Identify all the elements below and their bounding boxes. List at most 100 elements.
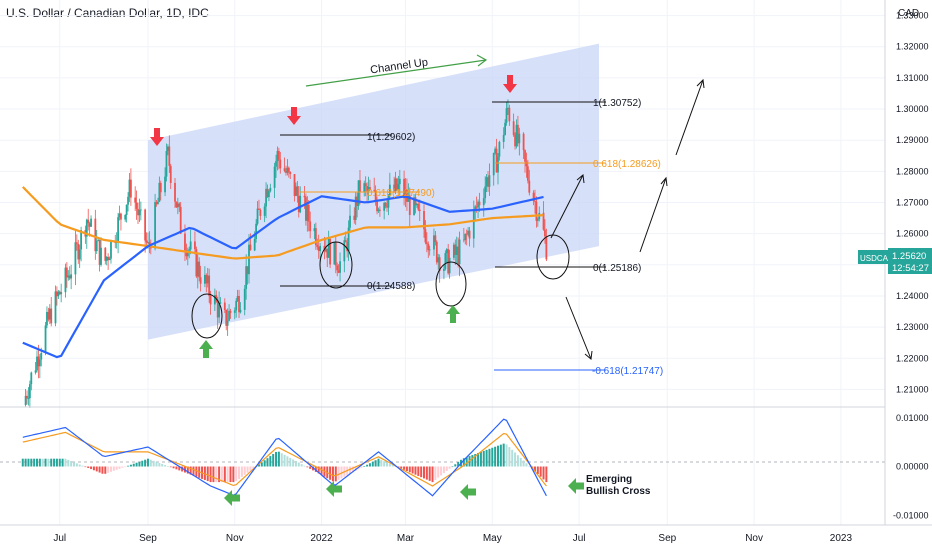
candle: [249, 233, 252, 251]
macd-hist-bar: [35, 458, 38, 467]
macd-hist-bar: [354, 466, 357, 471]
red-down-arrows: [150, 75, 517, 146]
candle: [196, 254, 199, 289]
macd-hist-bar: [283, 454, 286, 467]
macd-hist-bar: [303, 465, 306, 467]
candle: [438, 254, 441, 283]
macd-hist-bar: [67, 459, 70, 467]
candle: [48, 304, 51, 324]
arrow-left-icon: [326, 481, 342, 497]
candle: [414, 193, 417, 214]
candle: [393, 176, 396, 193]
macd-hist-bar: [425, 466, 428, 480]
candle: [67, 270, 70, 281]
candle: [148, 231, 151, 254]
macd-hist-bar: [391, 464, 394, 467]
candle: [433, 228, 435, 256]
candle: [386, 199, 388, 212]
time-tick: 2023: [830, 533, 853, 544]
macd-hist-bar: [27, 458, 30, 467]
candle: [522, 132, 525, 159]
candle: [482, 188, 485, 217]
price-tick: 1.21000: [896, 384, 929, 394]
macd-hist-bar: [437, 466, 440, 478]
candle: [293, 174, 296, 202]
candle: [179, 201, 182, 235]
candle: [454, 239, 457, 265]
candle: [199, 265, 202, 292]
candle: [75, 234, 78, 251]
macd-hist-bar: [405, 466, 408, 472]
macd-hist-bar: [280, 453, 283, 467]
candle: [130, 168, 132, 206]
macd-hist-bar: [235, 466, 238, 482]
macd-hist-bar: [445, 466, 448, 471]
macd-hist-bar: [414, 466, 417, 475]
candle: [497, 152, 499, 185]
candle: [343, 236, 346, 273]
candle: [424, 220, 427, 245]
candle: [336, 262, 339, 277]
macd-hist-bar: [30, 458, 33, 467]
arrow-left-icon: [568, 478, 584, 494]
macd-hist-bar: [431, 466, 434, 483]
candle: [263, 203, 266, 223]
macd-hist-bar: [81, 465, 84, 467]
arrow-down-icon: [287, 107, 301, 125]
macd-hist-bar: [246, 466, 249, 473]
macd-hist-bar: [260, 462, 263, 467]
candle: [396, 177, 398, 192]
candle: [228, 304, 230, 322]
macd-line: [22, 418, 547, 497]
macd-hist-bar: [72, 462, 75, 467]
candle: [127, 192, 129, 212]
candle: [77, 239, 80, 264]
macd-hist-bar: [494, 446, 497, 467]
candle: [289, 171, 292, 180]
candle: [526, 159, 529, 184]
macd-hist-bar: [135, 462, 138, 467]
candle: [54, 285, 57, 327]
macd-tick: 0.01000: [896, 413, 929, 423]
candle: [317, 234, 320, 259]
macd-hist-bar: [491, 447, 494, 467]
candle: [377, 207, 380, 214]
candle: [219, 297, 222, 305]
ticker-label: USDCAD: [860, 254, 894, 263]
candle: [492, 152, 495, 186]
macd-hist-bar: [189, 466, 192, 475]
candle: [485, 174, 488, 193]
time-tick: Mar: [397, 533, 415, 544]
macd-hist-bar: [98, 466, 101, 473]
macd-hist-bar: [340, 466, 343, 479]
candle: [448, 249, 451, 279]
macd-hist-bar: [149, 459, 152, 467]
candle: [268, 189, 270, 202]
time-tick: Nov: [745, 533, 763, 544]
macd-hist-bar: [488, 448, 491, 467]
candle: [515, 119, 518, 149]
candle: [223, 298, 226, 314]
candle: [125, 204, 128, 223]
candle: [128, 173, 131, 203]
macd-hist-bar: [485, 449, 488, 467]
candle: [57, 289, 60, 299]
candle: [545, 228, 548, 262]
candle: [100, 237, 102, 267]
macd-hist-bar: [371, 461, 374, 467]
candle: [78, 244, 81, 269]
price-tick: 1.31000: [896, 73, 929, 83]
macd-hist-bar: [55, 458, 58, 467]
macd-hist-bar: [349, 466, 352, 474]
candle: [169, 163, 172, 190]
candle: [364, 176, 367, 197]
macd-hist-bar: [61, 458, 64, 467]
macd-hist-bar: [294, 461, 297, 467]
candle: [46, 306, 48, 329]
macd-hist-bar: [169, 466, 172, 468]
candle: [276, 146, 279, 171]
macd-hist-bar: [38, 458, 41, 467]
candle: [30, 371, 33, 391]
candle: [229, 308, 232, 319]
